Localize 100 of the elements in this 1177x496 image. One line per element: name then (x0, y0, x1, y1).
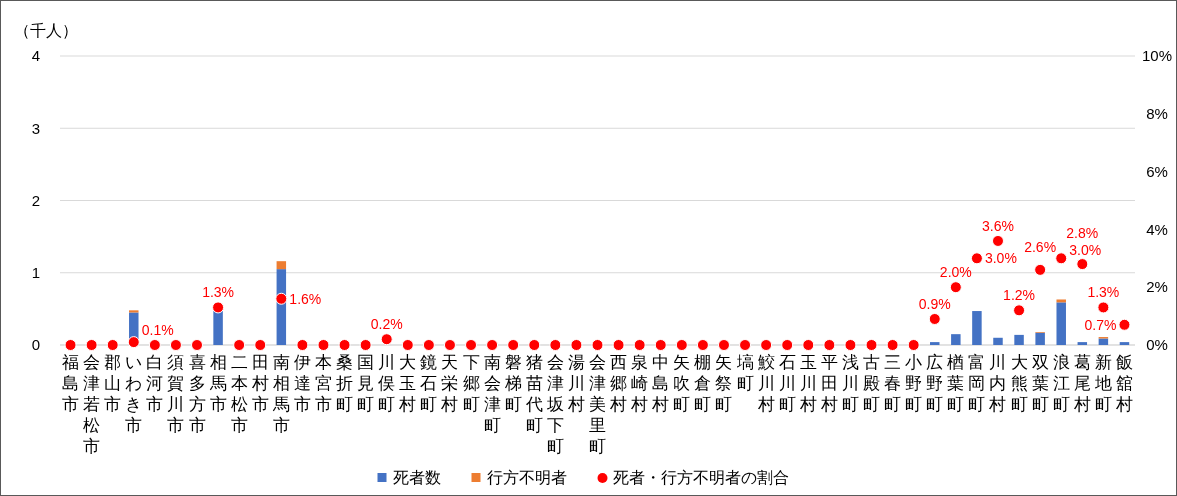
point (212, 301, 225, 314)
data-label: 3.0% (984, 250, 1017, 267)
x-tick-label: 西郷村 (609, 353, 628, 414)
x-tick-label: 小野町 (905, 353, 923, 414)
point (254, 339, 267, 351)
data-label: 0.7% (1084, 316, 1117, 333)
point (1076, 258, 1089, 271)
x-tick-label: 本宮市 (314, 353, 332, 414)
x-tick-label: 塙町 (735, 353, 754, 393)
point (991, 234, 1004, 247)
data-label: 2.8% (1066, 225, 1099, 242)
x-tick-label: 双葉町 (1031, 353, 1049, 414)
point (401, 339, 414, 351)
point (148, 339, 161, 351)
point (169, 339, 182, 351)
data-label: 0.1% (141, 322, 174, 339)
point (928, 312, 941, 325)
point (422, 339, 435, 351)
x-tick-label: 大熊町 (1010, 353, 1028, 414)
x-tick-label: 矢吹町 (673, 353, 691, 414)
point (85, 339, 98, 351)
point (549, 339, 562, 351)
x-tick-label: 富岡町 (968, 353, 986, 414)
y-axis-title: （千人） (14, 22, 78, 39)
point (465, 339, 478, 351)
bar (1098, 338, 1109, 345)
point (380, 333, 393, 346)
x-tick-label: 郡山市 (104, 353, 122, 414)
x-tick-label: 大玉村 (398, 353, 417, 414)
x-tick-label: 二本松市 (230, 353, 248, 435)
data-label: 2.0% (939, 264, 972, 281)
point (591, 339, 604, 351)
x-tick-label: 平田村 (819, 353, 838, 414)
point (507, 339, 520, 351)
x-tick-label: 磐梯町 (503, 353, 522, 414)
x-tick-label: 矢祭町 (715, 353, 733, 414)
y-tick-label: 1 (31, 264, 41, 281)
data-label: 3.0% (1069, 242, 1102, 259)
y2-tick-label: 6% (1146, 162, 1168, 180)
x-tick-label: 猪苗代町 (524, 353, 543, 435)
x-tick-label: 相馬市 (208, 353, 227, 414)
point (191, 339, 204, 351)
y2-tick-label: 4% (1146, 220, 1168, 238)
point (717, 339, 730, 351)
x-tick-label: 川俣町 (378, 353, 396, 414)
y2-tick-label: 10% (1141, 47, 1173, 65)
point (1118, 318, 1131, 331)
point (127, 336, 140, 349)
point (970, 252, 983, 265)
point (443, 339, 456, 351)
bar (1035, 332, 1045, 345)
x-tick-label: 白河市 (146, 353, 164, 414)
x-tick-label: 田村市 (250, 353, 269, 414)
x-tick-label: 楢葉町 (947, 353, 965, 414)
x-tick-label: 南会津町 (483, 353, 501, 435)
bar (276, 261, 287, 270)
x-tick-label: 石川町 (778, 353, 796, 414)
y2-tick-label: 2% (1146, 278, 1168, 296)
x-tick-label: 喜多方市 (188, 353, 206, 435)
data-label: 1.2% (1003, 287, 1036, 304)
x-tick-label: 桑折町 (336, 353, 354, 414)
x-tick-label: 浅川町 (841, 353, 859, 414)
x-tick-label: 伊達市 (293, 353, 311, 414)
point (570, 339, 583, 351)
bar (1119, 342, 1130, 345)
data-label: 0.2% (370, 316, 403, 333)
y-tick-label: 2 (31, 191, 41, 209)
point (275, 292, 288, 305)
point (675, 339, 688, 351)
point (1097, 301, 1110, 314)
x-tick-label: 葛尾村 (1072, 353, 1091, 414)
bar (1014, 334, 1024, 345)
point (760, 339, 773, 351)
x-tick-label: 古殿町 (863, 353, 881, 414)
x-tick-label: 南相馬市 (271, 353, 290, 435)
x-tick-label: 鮫川村 (756, 353, 775, 414)
x-tick-label: 浪江町 (1052, 353, 1070, 414)
x-tick-label: 川内村 (988, 353, 1007, 414)
point (296, 339, 309, 351)
point (233, 339, 246, 351)
data-label: 1.3% (202, 284, 235, 301)
x-tick-label: 玉川村 (798, 353, 817, 414)
legend-label: 死者数 (392, 469, 441, 486)
legend-label: 行方不明者 (486, 469, 567, 486)
bar (951, 334, 961, 345)
bar (129, 310, 139, 313)
data-label: 1.3% (1087, 284, 1120, 301)
bar (972, 311, 982, 345)
point (64, 339, 77, 351)
point (106, 339, 119, 351)
bar (1056, 302, 1066, 345)
point (949, 281, 962, 294)
x-tick-label: 三春町 (884, 353, 902, 414)
data-label: 2.6% (1024, 238, 1057, 255)
point (654, 339, 667, 351)
point (633, 339, 646, 351)
y-tick-label: 3 (31, 119, 41, 137)
point (802, 339, 815, 351)
legend-label: 死者・行方不明者の割合 (612, 469, 789, 486)
bar (993, 337, 1003, 345)
